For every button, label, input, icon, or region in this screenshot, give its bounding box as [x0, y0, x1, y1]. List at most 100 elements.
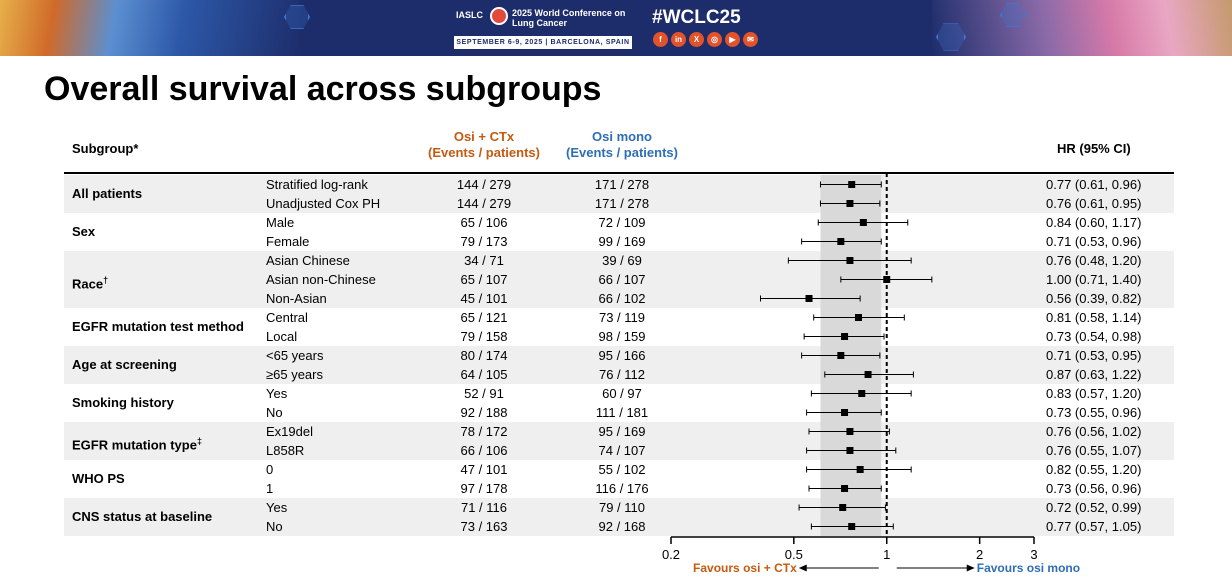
header-subgroup: Subgroup* — [72, 141, 139, 156]
arm1-events: 97 / 178 — [460, 481, 508, 496]
subgroup-level-label: ≥65 years — [266, 367, 323, 382]
hr-ci-value: 0.76 (0.61, 0.95) — [1046, 196, 1142, 211]
hr-point-marker — [841, 333, 849, 340]
arm1-events: 65 / 107 — [460, 272, 508, 287]
header-arm2-events: (Events / patients) — [566, 145, 678, 160]
arm2-events: 92 / 168 — [598, 519, 646, 534]
favours-right-label: Favours osi mono — [977, 561, 1080, 575]
arm2-events: 171 / 278 — [594, 196, 650, 211]
hr-ci-value: 0.56 (0.39, 0.82) — [1046, 291, 1142, 306]
subgroup-level-label: Unadjusted Cox PH — [266, 196, 381, 211]
hr-point-marker — [848, 181, 856, 188]
hr-ci-value: 0.76 (0.56, 1.02) — [1046, 424, 1142, 439]
arm2-events: 116 / 176 — [595, 481, 649, 496]
hr-point-marker — [846, 447, 854, 454]
hr-ci-value: 0.73 (0.56, 0.96) — [1046, 481, 1142, 496]
group-name: Race — [72, 275, 104, 291]
group-name: EGFR mutation type — [72, 437, 197, 453]
hr-ci-value: 0.84 (0.60, 1.17) — [1046, 215, 1142, 230]
favours-right-text: Favours osi mono — [976, 561, 1081, 575]
arm2-events: 111 / 181 — [595, 405, 649, 420]
arm2-events: 98 / 159 — [598, 329, 646, 344]
iaslc-logo-text: IASLC — [456, 10, 483, 20]
hr-point-marker — [846, 257, 854, 264]
group-label: All patients — [72, 186, 142, 202]
header-arm2: Osi mono (Events / patients) — [558, 129, 686, 161]
arm1-events: 73 / 163 — [460, 519, 508, 534]
social-icons: f in X ◎ ▶ ✉ — [653, 32, 758, 47]
conference-title: 2025 World Conference on Lung Cancer — [512, 8, 626, 28]
group-label: Age at screening — [72, 357, 177, 373]
hr-point-marker — [859, 219, 867, 226]
group-label: EGFR mutation test method — [72, 319, 244, 335]
arm2-events: 73 / 119 — [598, 310, 646, 325]
hr-ci-value: 0.73 (0.54, 0.98) — [1046, 329, 1142, 344]
arm1-events: 66 / 106 — [460, 443, 508, 458]
hr-point-marker — [854, 314, 862, 321]
barcelona-photo-left — [0, 0, 300, 56]
subgroup-level-label: Non-Asian — [266, 291, 327, 306]
group-band — [64, 422, 1174, 460]
conference-banner: IASLC 2025 World Conference on Lung Canc… — [0, 0, 1232, 56]
facebook-icon[interactable]: f — [653, 32, 668, 47]
subgroup-level-label: <65 years — [266, 348, 324, 363]
header-arm2-name: Osi mono — [592, 129, 652, 144]
x-tick-label: 0.2 — [662, 547, 680, 562]
conference-dates: SEPTEMBER 6-9, 2025 | BARCELONA, SPAIN — [454, 36, 632, 49]
hr-ci-value: 0.71 (0.53, 0.95) — [1046, 348, 1142, 363]
banner-branding: IASLC 2025 World Conference on Lung Canc… — [452, 5, 782, 51]
header-rule — [64, 172, 1174, 174]
arm2-events: 72 / 109 — [598, 215, 646, 230]
arm1-events: 79 / 158 — [460, 329, 508, 344]
group-name: Smoking history — [72, 395, 174, 410]
x-tick-label: 0.5 — [785, 547, 803, 562]
hr-ci-value: 1.00 (0.71, 1.40) — [1046, 272, 1142, 287]
barcelona-photo-right — [932, 0, 1232, 56]
arm1-events: 71 / 116 — [460, 500, 508, 515]
subgroup-level-label: Yes — [266, 500, 288, 515]
arm1-events: 144 / 279 — [456, 196, 512, 211]
arm2-events: 66 / 102 — [598, 291, 646, 306]
instagram-icon[interactable]: ◎ — [707, 32, 722, 47]
subgroup-level-label: 1 — [266, 481, 274, 496]
hr-ci-value: 0.76 (0.48, 1.20) — [1046, 253, 1142, 268]
arm1-events: 52 / 91 — [464, 386, 504, 401]
arm2-events: 76 / 112 — [598, 367, 646, 382]
favours-left-label: Favours osi + CTx — [693, 561, 797, 575]
x-tick-label: 3 — [1030, 547, 1037, 562]
arm2-events: 79 / 110 — [598, 500, 646, 515]
wechat-icon[interactable]: ✉ — [743, 32, 758, 47]
hr-point-marker — [839, 504, 847, 511]
x-icon[interactable]: X — [689, 32, 704, 47]
favours-left-text: Favours osi + CTx — [693, 561, 797, 575]
hr-point-marker — [805, 295, 813, 302]
group-name: WHO PS — [72, 471, 125, 486]
arm2-events: 95 / 169 — [598, 424, 646, 439]
arm2-events: 171 / 278 — [594, 177, 650, 192]
linkedin-icon[interactable]: in — [671, 32, 686, 47]
youtube-icon[interactable]: ▶ — [725, 32, 740, 47]
x-tick-label: 2 — [976, 547, 983, 562]
arm2-events: 60 / 97 — [602, 386, 642, 401]
group-name: All patients — [72, 186, 143, 201]
subgroup-level-label: No — [266, 405, 283, 420]
group-label: EGFR mutation type‡ — [72, 433, 202, 453]
x-tick-label: 1 — [883, 547, 890, 562]
hr-ci-value: 0.81 (0.58, 1.14) — [1046, 310, 1142, 325]
subgroup-level-label: Ex19del — [266, 424, 313, 439]
hexagon-decoration-icon — [284, 5, 310, 29]
hr-ci-value: 0.83 (0.57, 1.20) — [1046, 386, 1142, 401]
arm2-events: 74 / 107 — [598, 443, 646, 458]
arm1-events: 64 / 105 — [460, 367, 508, 382]
arm2-events: 95 / 166 — [598, 348, 646, 363]
subgroup-level-label: 0 — [266, 462, 274, 477]
group-label: WHO PS — [72, 471, 125, 487]
hr-ci-value: 0.77 (0.61, 0.96) — [1046, 177, 1142, 192]
hr-ci-value: 0.87 (0.63, 1.22) — [1046, 367, 1142, 382]
arm1-events: 80 / 174 — [460, 348, 508, 363]
subgroup-level-label: Yes — [266, 386, 288, 401]
header-hr: HR (95% CI) — [1057, 141, 1131, 156]
arm1-events: 78 / 172 — [460, 424, 508, 439]
arm1-events: 79 / 173 — [460, 234, 508, 249]
